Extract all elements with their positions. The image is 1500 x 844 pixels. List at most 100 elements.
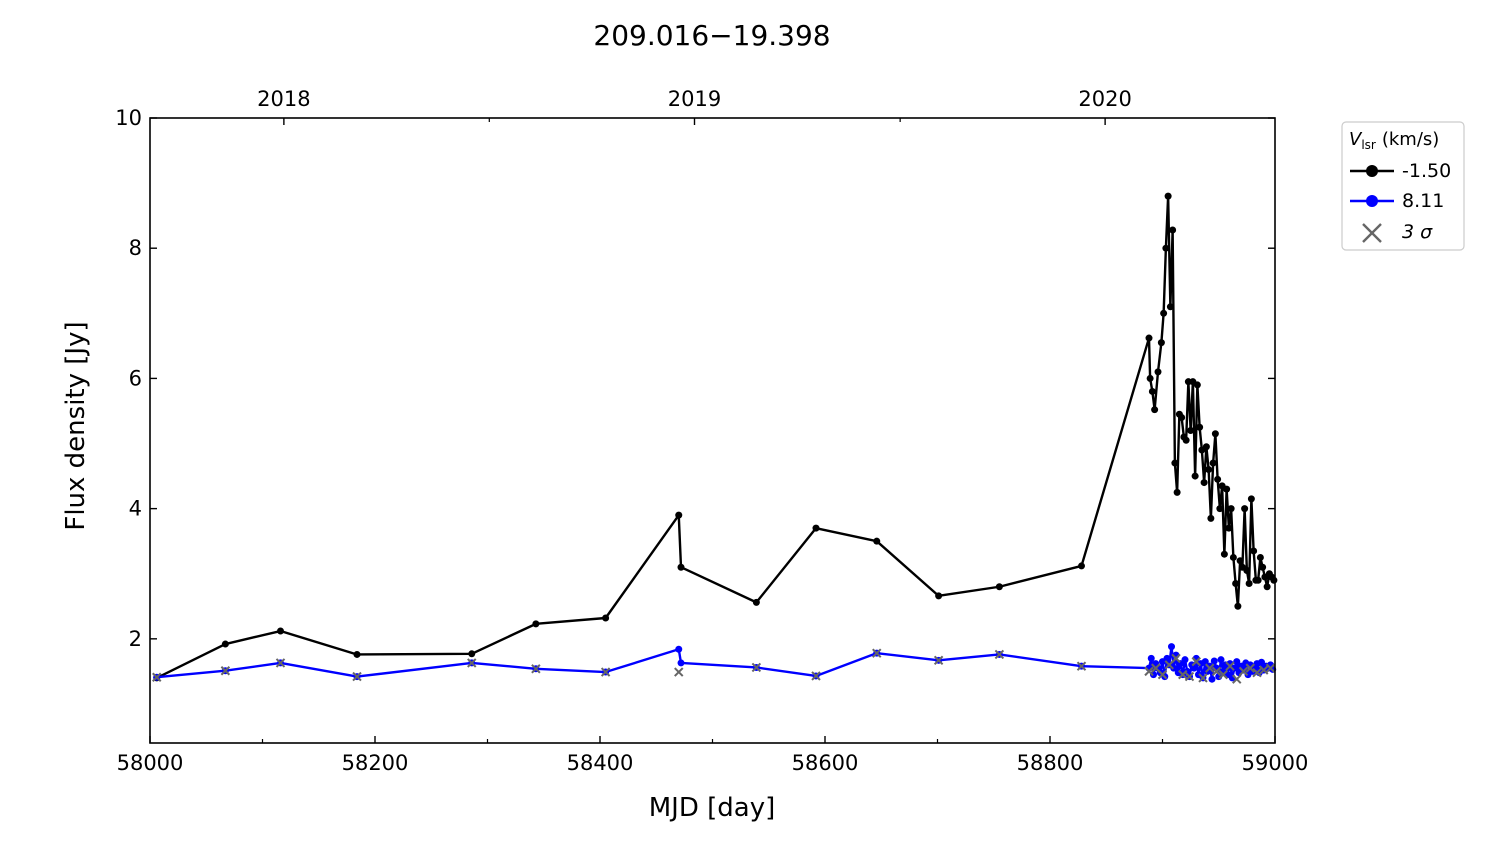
series-point-1	[1154, 368, 1162, 376]
y-tick-label: 8	[129, 236, 142, 260]
series-point-1	[1178, 413, 1186, 421]
sigma-marker	[674, 667, 684, 677]
series-point-2	[1217, 656, 1225, 664]
series-point-2	[1201, 658, 1209, 666]
series-point-1	[1223, 485, 1231, 493]
series-point-2	[1190, 664, 1198, 672]
y-tick-label: 2	[129, 627, 142, 651]
top-tick-label: 2018	[257, 87, 310, 111]
sigma-marker	[872, 648, 882, 658]
series-point-1	[1245, 579, 1253, 587]
series-point-1	[1205, 466, 1213, 474]
legend: Vlsr (km/s) -1.50 8.11 3 σ	[1341, 121, 1465, 251]
sigma-marker	[1171, 653, 1181, 664]
series-point-2	[675, 645, 683, 653]
series-point-1	[1227, 505, 1235, 513]
series-point-2	[1210, 657, 1218, 665]
series-point-1	[1078, 562, 1085, 570]
sigma-marker	[1232, 674, 1242, 684]
sigma-marker	[275, 658, 286, 668]
sigma-marker	[811, 671, 821, 681]
series-point-1	[1207, 514, 1215, 522]
series-point-1	[532, 620, 540, 628]
sigma-marker	[1076, 661, 1087, 671]
series-point-1	[468, 650, 476, 658]
series-point-1	[1236, 557, 1244, 565]
series-point-1	[1160, 309, 1168, 317]
series-point-1	[1146, 374, 1154, 382]
sigma-marker	[1184, 671, 1195, 682]
sigma-marker	[994, 649, 1005, 660]
series-point-1	[1200, 479, 1208, 487]
sigma-marker	[1238, 666, 1249, 677]
sigma-marker	[1144, 666, 1154, 677]
series-point-1	[1169, 226, 1177, 234]
series-point-2	[1163, 654, 1171, 662]
series-point-1	[1259, 563, 1267, 571]
series-point-1	[1220, 550, 1228, 558]
series-point-1	[277, 627, 284, 635]
y-axis-ticks: 2 4 6 8 10	[115, 106, 1275, 651]
series-point-1	[1232, 579, 1240, 587]
x-axis-ticks: 58000 58200 58400 58600 58800 59000	[117, 736, 1309, 775]
sigma-marker	[531, 664, 541, 674]
series-point-1	[1254, 576, 1262, 584]
series-point-1	[1229, 553, 1237, 561]
series-point-1	[1162, 244, 1170, 252]
legend-marker-series1	[1366, 165, 1378, 177]
series-point-1	[1250, 547, 1258, 555]
series-point-1	[1263, 583, 1271, 591]
series-point-1	[1145, 334, 1153, 342]
legend-marker-series2	[1366, 195, 1378, 207]
series-point-1	[1243, 566, 1251, 574]
sigma-marker	[1218, 669, 1228, 680]
legend-title-symbol: V	[1349, 129, 1363, 150]
sigma-marker	[600, 667, 611, 677]
plot-area	[152, 192, 1278, 684]
series-point-1	[1270, 576, 1278, 584]
sigma-marker	[1178, 669, 1188, 680]
series-point-1	[1173, 488, 1181, 496]
series-point-2	[1168, 643, 1175, 651]
sigma-marker	[1191, 656, 1201, 667]
sigma-marker	[467, 658, 477, 668]
series-point-1	[675, 511, 683, 519]
series-point-1	[1256, 553, 1264, 561]
legend-box	[1341, 121, 1465, 251]
x-tick-label: 59000	[1242, 751, 1309, 775]
sigma-marker	[1198, 673, 1208, 683]
series-point-1	[873, 537, 881, 545]
series-point-1	[1225, 524, 1233, 532]
top-axis-ticks: 2018 2019 2020	[257, 87, 1132, 125]
y-axis-label: Flux density [Jy]	[61, 321, 91, 530]
series-point-1	[1241, 505, 1249, 513]
sigma-marker	[1157, 669, 1168, 680]
legend-title-unit: (km/s)	[1382, 129, 1439, 150]
series-line-2	[156, 645, 1274, 681]
sigma-marker	[1205, 663, 1215, 673]
series-point-1	[1196, 423, 1204, 431]
sigma-marker	[1211, 666, 1222, 677]
plot-frame	[149, 117, 1276, 744]
series-point-1	[677, 563, 685, 571]
legend-label-series2: 8.11	[1402, 190, 1444, 212]
series-point-1	[353, 650, 361, 658]
series-point-1	[1209, 459, 1217, 467]
x-tick-label: 58600	[792, 751, 859, 775]
series-point-2	[677, 659, 685, 667]
series-point-1	[1202, 443, 1210, 451]
sigma-marker	[152, 672, 162, 682]
series-point-1	[1216, 505, 1224, 513]
sigma-marker	[751, 662, 762, 673]
series-point-1	[221, 640, 229, 648]
series-point-2	[1233, 658, 1241, 666]
series-point-1	[1182, 436, 1190, 444]
series-point-1	[1151, 406, 1159, 414]
legend-marker-sigma	[1362, 223, 1382, 243]
sigma-marker	[352, 671, 362, 682]
series-point-1	[995, 583, 1003, 591]
y-tick-label: 6	[129, 366, 142, 390]
series-point-1	[1191, 472, 1199, 480]
legend-title: Vlsr (km/s)	[1349, 129, 1439, 152]
top-tick-label: 2019	[668, 87, 721, 111]
